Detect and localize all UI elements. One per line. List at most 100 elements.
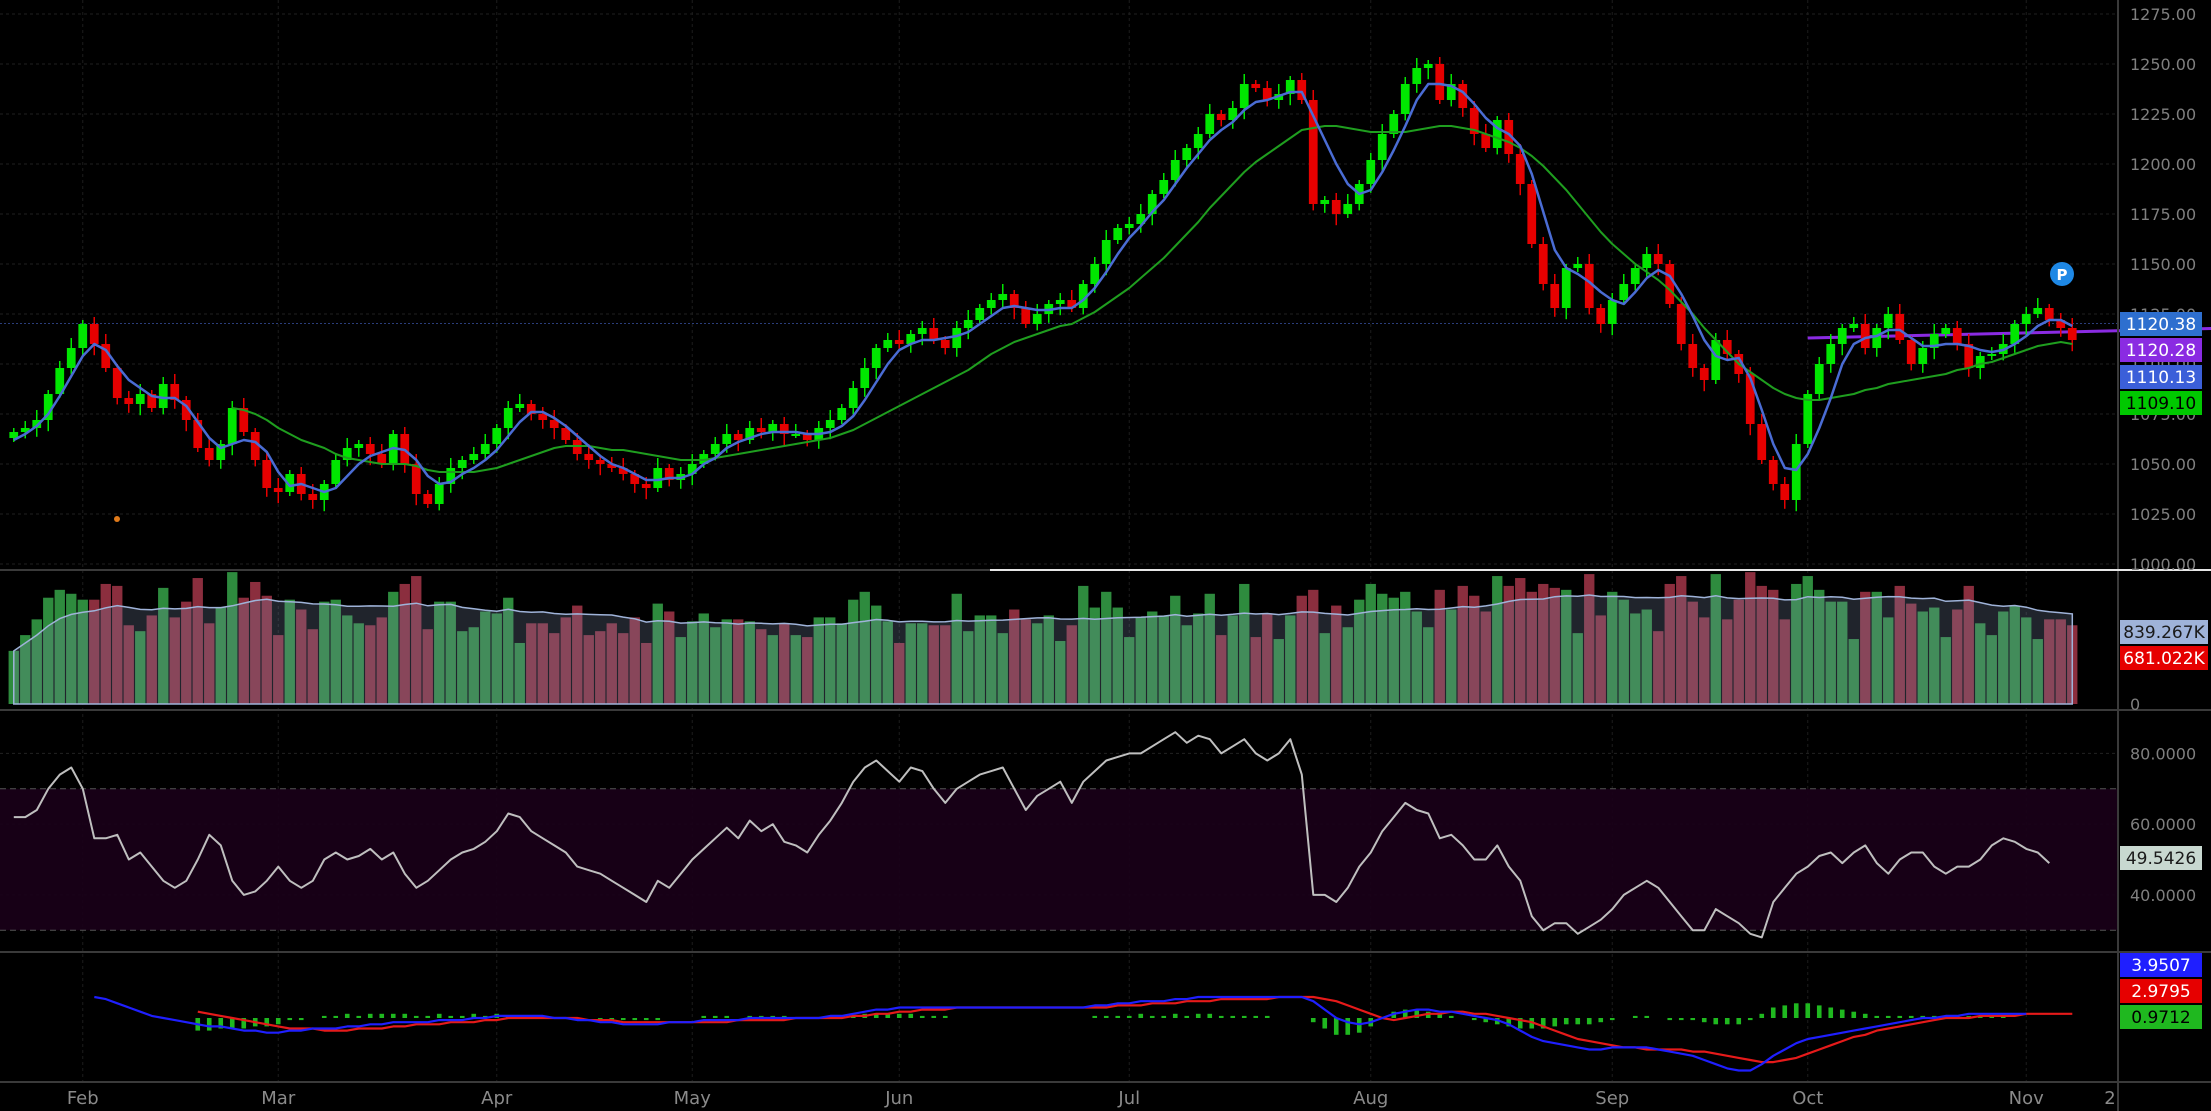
macd-histogram-bar: [942, 1015, 948, 1018]
volume-bar: [123, 625, 134, 704]
volume-bar: [894, 642, 905, 704]
candle-body: [1124, 224, 1134, 228]
rsi-panel[interactable]: [0, 731, 2118, 939]
macd-panel[interactable]: [94, 995, 2073, 1072]
macd-histogram-bar: [1103, 1015, 1109, 1018]
volume-bar: [307, 629, 318, 704]
volume-bar: [537, 623, 548, 704]
candle-body: [216, 444, 226, 460]
macd-value-badge: [2120, 1005, 2202, 1029]
volume-bar: [1963, 585, 1974, 704]
candle-body: [745, 428, 755, 440]
candle-body: [952, 328, 962, 348]
volume-bar: [1733, 599, 1744, 704]
volume-bar: [1020, 619, 1031, 704]
macd-histogram-bar: [1322, 1018, 1328, 1029]
candle-body: [2044, 308, 2054, 320]
candle-body: [722, 434, 732, 444]
volume-bar: [1503, 585, 1514, 704]
candle-body: [331, 460, 341, 484]
volume-bar: [802, 637, 813, 704]
macd-histogram-bar: [643, 1018, 649, 1021]
macd-histogram-bar: [712, 1015, 718, 1018]
volume-bar: [1595, 615, 1606, 704]
macd-histogram-bar: [1828, 1007, 1834, 1018]
macd-histogram-bar: [1264, 1015, 1270, 1018]
candle-body: [2033, 308, 2043, 314]
volume-bar: [1032, 623, 1043, 704]
volume-bar: [1066, 625, 1077, 704]
volume-bar: [1043, 615, 1054, 704]
macd-histogram-bar: [1782, 1005, 1788, 1018]
volume-bar: [1480, 611, 1491, 704]
candle-body: [1159, 180, 1169, 194]
rsi-value-badge-text: 49.5426: [2126, 849, 2196, 869]
candle-body: [768, 424, 778, 432]
volume-bar: [1871, 591, 1882, 704]
volume-bar: [1710, 574, 1721, 704]
candle-body: [1860, 324, 1870, 348]
volume-bar: [376, 617, 387, 704]
candle-body: [112, 368, 122, 398]
macd-histogram-bar: [1747, 1018, 1753, 1021]
candle-body: [1573, 264, 1583, 268]
candle-body: [1699, 368, 1709, 380]
macd-histogram-bar: [1805, 1003, 1811, 1018]
price-panel[interactable]: P: [9, 57, 2211, 522]
volume-bar: [1089, 607, 1100, 704]
volume-bar: [1469, 595, 1480, 704]
candle-body: [549, 420, 559, 428]
candle-body: [1653, 254, 1663, 264]
candle-body: [1722, 340, 1732, 354]
candle-body: [1780, 484, 1790, 500]
macd-histogram-bar: [1874, 1015, 1880, 1018]
candle-body: [1918, 348, 1928, 364]
volume-bar: [296, 609, 307, 704]
candle-body: [1400, 84, 1410, 114]
volume-bar: [1906, 603, 1917, 704]
macd-histogram-bar: [1839, 1009, 1845, 1018]
event-dot: [114, 516, 120, 522]
candle-body: [204, 448, 214, 460]
month-label: Nov: [2009, 1088, 2044, 1109]
volume-bar: [468, 627, 479, 704]
volume-bar: [1354, 599, 1365, 704]
volume-bar: [1112, 607, 1123, 704]
candle-body: [1883, 314, 1893, 328]
macd-histogram-bar: [264, 1018, 270, 1027]
volume-bar: [1147, 611, 1158, 704]
macd-histogram-bar: [1552, 1018, 1558, 1027]
candle-body: [1745, 374, 1755, 424]
candle-body: [1481, 134, 1491, 148]
volume-bar: [204, 623, 215, 704]
macd-histogram-bar: [1540, 1018, 1546, 1029]
macd-histogram-bar: [1563, 1018, 1569, 1025]
volume-bar: [434, 601, 445, 704]
macd-histogram-bar: [436, 1013, 442, 1018]
volume-bar: [20, 635, 31, 704]
candle-body: [883, 340, 893, 348]
volume-panel[interactable]: [8, 572, 2078, 705]
rsi-line: [13, 731, 2050, 939]
candle-body: [1285, 80, 1295, 94]
macd-histogram-bar: [1770, 1007, 1776, 1018]
candle-body: [664, 468, 674, 480]
volume-bar: [687, 621, 698, 704]
macd-histogram-bar: [1897, 1015, 1903, 1018]
price-marker-label: P: [2057, 266, 2068, 284]
volume-bar: [652, 603, 663, 704]
candle-body: [1872, 328, 1882, 348]
volume-bar: [1515, 578, 1526, 704]
macd-histogram-bar: [1218, 1015, 1224, 1018]
candle-body: [78, 324, 88, 348]
candle-body: [20, 428, 30, 432]
macd-histogram-bar: [701, 1015, 707, 1018]
candle-body: [1423, 64, 1433, 68]
volume-bar: [1825, 601, 1836, 704]
macd-value-badge: [2120, 953, 2202, 977]
volume-bar: [744, 621, 755, 704]
candle-body: [469, 454, 479, 460]
month-label: Sep: [1595, 1088, 1629, 1109]
candle-body: [687, 464, 697, 474]
